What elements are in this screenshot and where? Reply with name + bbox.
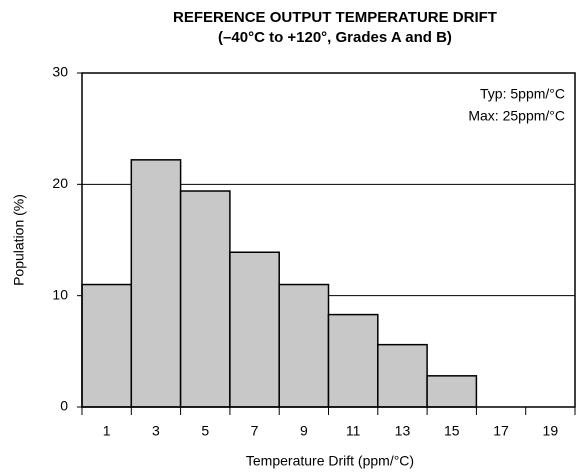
x-tick-label: 13 [395, 423, 411, 439]
annotation: Typ: 5ppm/°C [480, 86, 565, 102]
x-tick-label: 15 [444, 423, 460, 439]
y-tick-label: 10 [52, 286, 68, 302]
y-tick-label: 0 [60, 398, 68, 414]
x-tick-label: 19 [543, 423, 559, 439]
bar [81, 283, 133, 408]
bar [426, 375, 478, 408]
bar [278, 283, 330, 408]
bar [229, 251, 280, 408]
y-tick-label: 30 [52, 64, 68, 80]
bar [377, 343, 428, 408]
x-tick-label: 7 [251, 423, 259, 439]
bar [130, 159, 182, 408]
x-tick-label: 17 [493, 423, 509, 439]
x-tick-label: 5 [201, 423, 209, 439]
annotation: Max: 25ppm/°C [468, 108, 565, 124]
bar [327, 313, 379, 408]
x-tick-label: 3 [152, 423, 160, 439]
x-tick-label: 1 [103, 423, 111, 439]
x-tick-label: 9 [300, 423, 308, 439]
chart-title: REFERENCE OUTPUT TEMPERATURE DRIFT [173, 9, 497, 26]
x-tick-label: 11 [346, 423, 361, 439]
y-tick-label: 20 [52, 175, 68, 191]
chart-subtitle: (–40°C to +120°, Grades A and B) [218, 29, 452, 46]
plot-frame [81, 72, 576, 408]
y-axis-label: Population (%) [11, 194, 27, 286]
x-axis-label: Temperature Drift (ppm/°C) [246, 453, 414, 469]
bar [179, 190, 231, 408]
